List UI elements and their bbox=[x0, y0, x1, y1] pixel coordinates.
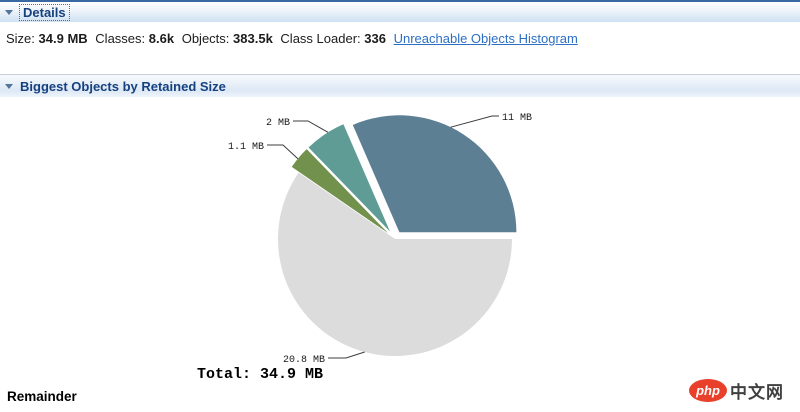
pie-slice-1-1-mb[interactable] bbox=[291, 149, 389, 234]
pie-chart-area: 11 MB 2 MB 1.1 MB 20.8 MB Total: 34.9 MB bbox=[0, 97, 800, 389]
pie-total-label: Total: 34.9 MB bbox=[197, 366, 323, 383]
pie-slice-11-mb[interactable] bbox=[352, 115, 517, 233]
stat-classes: Classes: 8.6k bbox=[95, 31, 175, 46]
stat-objects-value: 383.5k bbox=[233, 31, 273, 46]
biggest-objects-section-header[interactable]: Biggest Objects by Retained Size bbox=[0, 74, 800, 97]
stat-objects: Objects: 383.5k bbox=[181, 31, 273, 46]
heap-stats-line: Size: 34.9 MB Classes: 8.6k Objects: 383… bbox=[0, 31, 800, 46]
pie-slice-2-mb[interactable] bbox=[308, 124, 390, 232]
biggest-objects-section-title[interactable]: Biggest Objects by Retained Size bbox=[20, 78, 226, 94]
pie-slice-label: 1.1 MB bbox=[228, 142, 264, 153]
unreachable-objects-histogram-link[interactable]: Unreachable Objects Histogram bbox=[393, 31, 578, 46]
php-logo-icon: php bbox=[689, 379, 727, 402]
pie-slice-label: 2 MB bbox=[266, 118, 290, 129]
pie-slice-label: 20.8 MB bbox=[283, 355, 325, 366]
collapse-triangle-icon[interactable] bbox=[5, 83, 13, 89]
stat-class-loader: Class Loader: 336 bbox=[280, 31, 386, 46]
pie-slice-label: 11 MB bbox=[502, 113, 532, 124]
php-cn-watermark: php 中文网 bbox=[689, 378, 784, 403]
pie-callout-line bbox=[328, 351, 365, 359]
details-section-header[interactable]: Details bbox=[0, 0, 800, 22]
stat-class-loader-value: 336 bbox=[364, 31, 386, 46]
legend-remainder-label: Remainder bbox=[7, 389, 77, 404]
watermark-text: 中文网 bbox=[730, 383, 784, 402]
pie-callout-line bbox=[293, 120, 329, 133]
stat-classes-value: 8.6k bbox=[148, 31, 175, 46]
pie-callout-line bbox=[450, 115, 499, 128]
pie-callout-line bbox=[267, 144, 299, 160]
stat-size: Size: 34.9 MB bbox=[6, 31, 88, 46]
pie-slice-20-8-mb[interactable] bbox=[278, 172, 512, 356]
stat-size-value: 34.9 MB bbox=[38, 31, 88, 46]
details-section-title[interactable]: Details bbox=[19, 3, 70, 21]
collapse-triangle-icon[interactable] bbox=[5, 9, 13, 15]
